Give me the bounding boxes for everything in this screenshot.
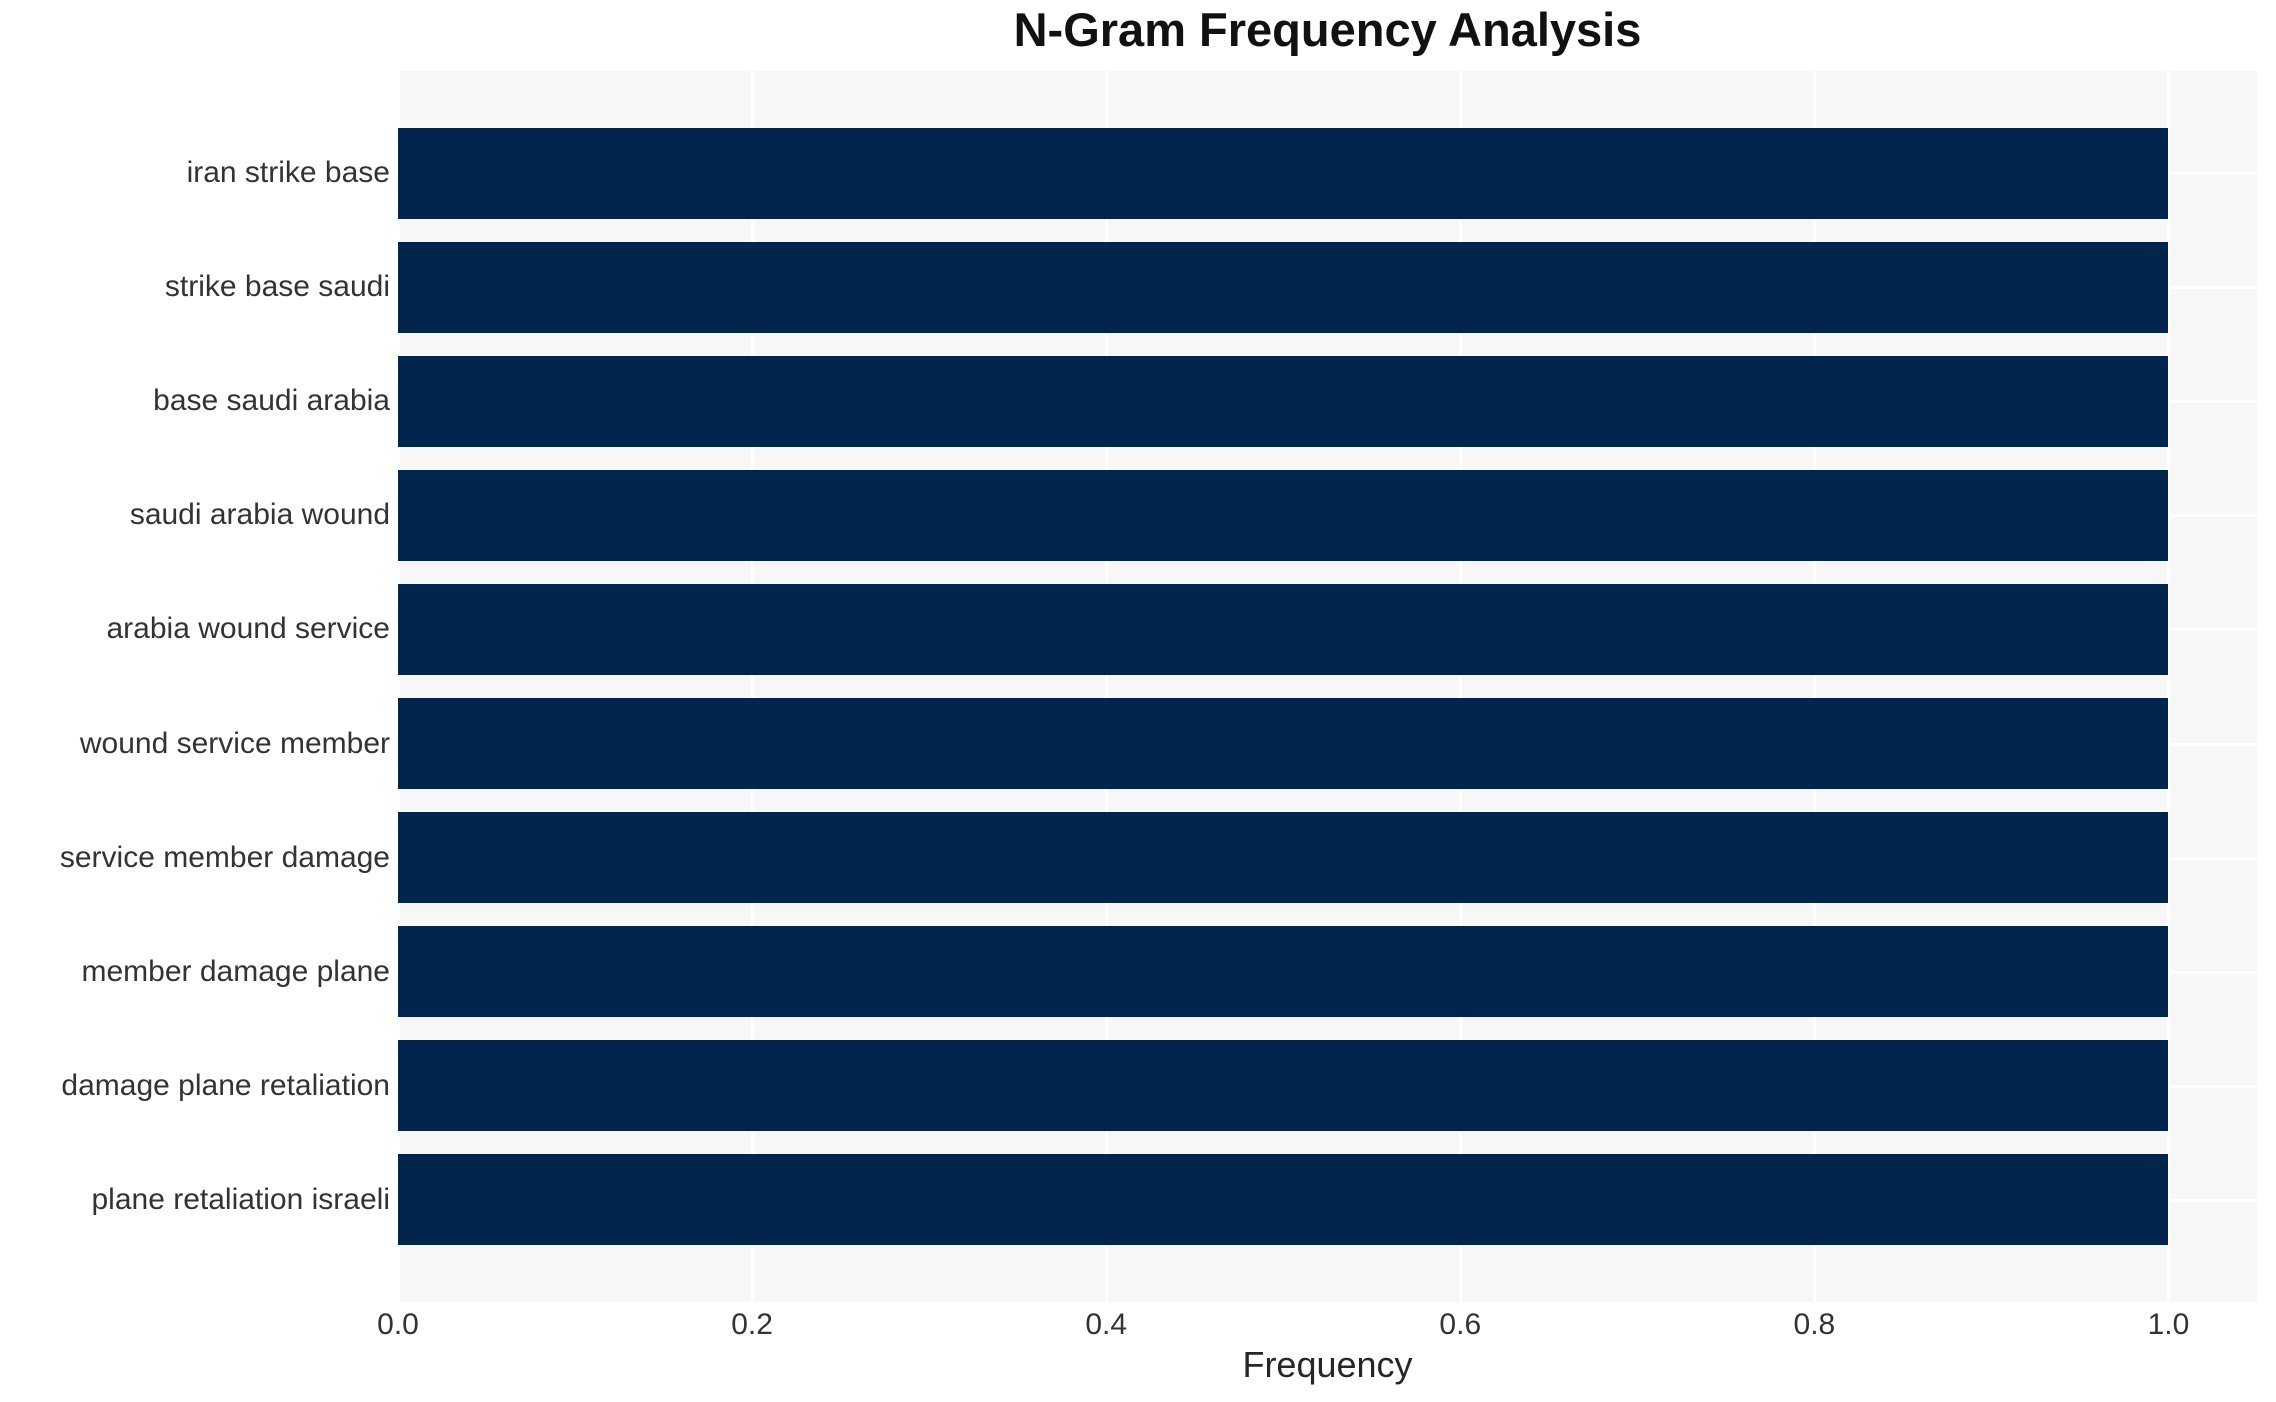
category-label: damage plane retaliation: [61, 1068, 390, 1102]
bar: [398, 925, 2169, 1018]
x-tick-label: 0.4: [1085, 1308, 1128, 1341]
gridline-vertical: [1459, 71, 1463, 1302]
x-axis-ticks: 0.0 0.2 0.4 0.6 0.8 1.0: [377, 1308, 2257, 1342]
bar: [398, 1039, 2169, 1132]
bar: [398, 355, 2169, 448]
category-label: plane retaliation israeli: [91, 1182, 390, 1216]
category-label: base saudi arabia: [153, 384, 390, 418]
gridline-vertical: [2167, 71, 2171, 1302]
x-tick-label: 0.0: [377, 1308, 419, 1341]
gridline-vertical: [1813, 71, 1817, 1302]
bar: [398, 811, 2169, 904]
x-axis-title: Frequency: [1242, 1344, 1413, 1385]
bar: [398, 697, 2169, 790]
category-label: saudi arabia wound: [129, 498, 390, 532]
bar: [398, 583, 2169, 676]
category-label: strike base saudi: [164, 270, 390, 304]
category-label: iran strike base: [186, 156, 390, 190]
x-tick-label: 1.0: [2147, 1308, 2190, 1341]
y-axis-labels: iran strike base strike base saudi base sa…: [0, 71, 390, 1302]
gridline-vertical: [397, 71, 400, 1302]
bar: [398, 469, 2169, 562]
category-label: arabia wound service: [106, 612, 391, 646]
x-tick-label: 0.8: [1793, 1308, 1836, 1341]
category-label: wound service member: [79, 726, 390, 760]
bar: [398, 1153, 2169, 1246]
bar: [398, 127, 2169, 219]
category-label: service member damage: [59, 840, 390, 874]
gridline-vertical: [1105, 71, 1109, 1302]
x-tick-label: 0.2: [731, 1308, 773, 1341]
bar: [398, 241, 2169, 334]
gridline-vertical: [751, 71, 755, 1302]
plot-area: [397, 71, 2257, 1302]
x-tick-label: 0.6: [1439, 1308, 1482, 1341]
chart-title: N-Gram Frequency Analysis: [1013, 3, 1642, 56]
category-label: member damage plane: [81, 954, 390, 988]
